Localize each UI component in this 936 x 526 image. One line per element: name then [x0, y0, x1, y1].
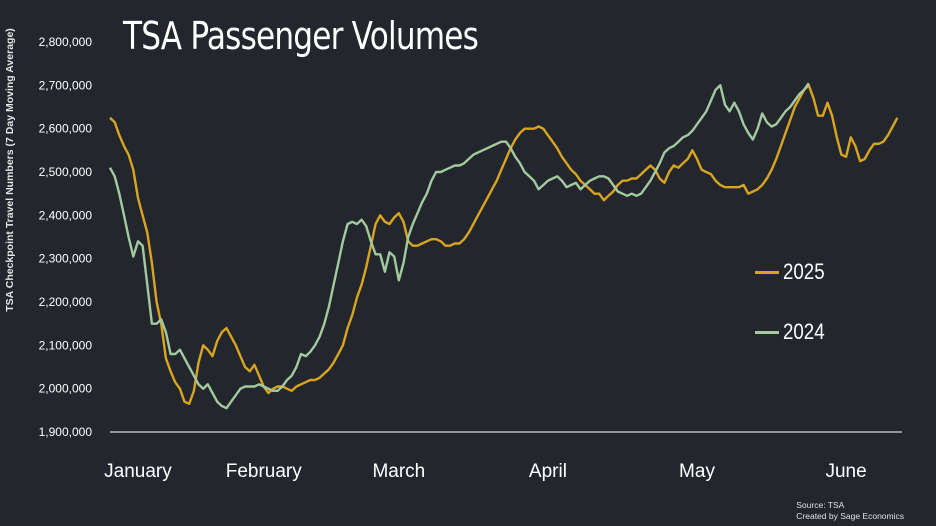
legend-item-2025: 2025: [755, 259, 832, 285]
legend-item-2024: 2024: [755, 319, 832, 345]
y-tick-label: 2,100,000: [39, 338, 93, 352]
series-line-2024: [108, 82, 810, 410]
source-line: Source: TSA: [796, 500, 845, 510]
y-tick-label: 2,200,000: [39, 295, 93, 309]
created-by-line: Created by Sage Economics: [796, 511, 904, 521]
y-tick-label: 2,600,000: [39, 122, 93, 136]
y-tick-label: 1,900,000: [39, 425, 93, 439]
x-tick-label: June: [825, 461, 866, 482]
x-tick-label: February: [226, 461, 303, 482]
legend-label-2024: 2024: [783, 319, 825, 344]
y-axis-ticks: 1,900,000 2,000,000 2,100,000 2,200,000 2,30…: [39, 35, 93, 439]
chart-title: TSA Passenger Volumes: [123, 14, 479, 58]
y-tick-label: 2,500,000: [39, 165, 93, 179]
x-tick-label: April: [529, 461, 567, 482]
legend-swatch-2025: [755, 270, 779, 274]
series-line-2025: [109, 84, 899, 405]
y-tick-label: 2,000,000: [39, 382, 93, 396]
source-note: Source: TSA Created by Sage Economics: [796, 500, 904, 522]
y-tick-label: 2,700,000: [39, 78, 93, 92]
x-tick-label: March: [372, 461, 425, 482]
x-tick-label: May: [679, 461, 715, 482]
y-axis-label: TSA Checkpoint Travel Numbers (7 Day Mov…: [4, 28, 16, 312]
x-tick-label: January: [104, 461, 172, 482]
x-axis-ticks: January February March April May June: [104, 461, 867, 482]
legend-swatch-2024: [755, 330, 779, 334]
y-tick-label: 2,300,000: [39, 252, 93, 266]
y-tick-label: 2,400,000: [39, 208, 93, 222]
legend-label-2025: 2025: [783, 259, 825, 284]
y-tick-label: 2,800,000: [39, 35, 93, 49]
series-lines: [108, 82, 899, 410]
